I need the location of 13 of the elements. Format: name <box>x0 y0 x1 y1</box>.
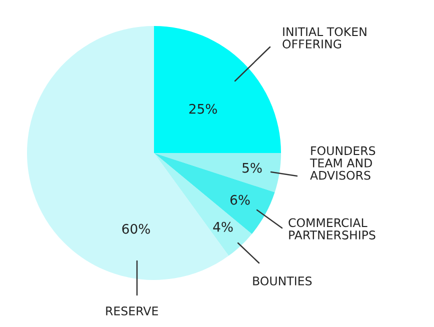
slice-label: INITIAL TOKEN OFFERING <box>282 27 366 48</box>
data-label: 6% <box>230 194 250 205</box>
data-label: 60% <box>122 224 150 234</box>
data-label: 25% <box>189 104 217 114</box>
data-label: 5% <box>242 162 262 173</box>
slice-label: RESERVE <box>106 306 158 316</box>
slice-label: BOUNTIES <box>253 276 312 286</box>
pie-slice <box>154 153 281 192</box>
slice-label: COMMERCIAL PARTNERSHIPS <box>288 218 376 240</box>
data-label: 4% <box>213 222 233 232</box>
pie-slice <box>154 153 275 234</box>
pie-slice <box>154 26 281 153</box>
slice-label: FOUNDERS TEAM AND ADVISORS <box>310 146 376 180</box>
